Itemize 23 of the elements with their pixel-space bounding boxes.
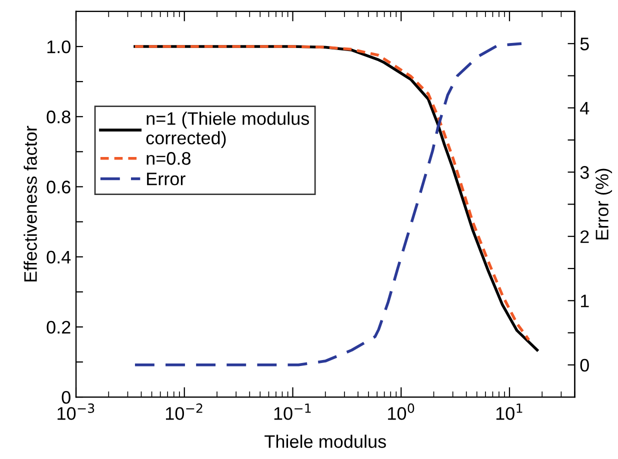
legend-label: n=1 (Thiele modulus corrected) <box>146 112 310 148</box>
x-tick-label: 10$^{0}$ <box>388 403 414 420</box>
legend-label: Error <box>147 172 186 186</box>
x-tick-label: 10$^{−3}$ <box>58 403 94 420</box>
y2-tick-label: 4 <box>580 102 590 114</box>
y-tick-label: 0.4 <box>46 250 71 264</box>
y-tick-label: 1.0 <box>47 40 70 54</box>
x-axis-title: Thiele modulus <box>264 434 386 448</box>
y-tick-label: 0.8 <box>46 110 70 124</box>
y2-tick-label: 5 <box>580 38 589 50</box>
x-tick-label: 10$^{−2}$ <box>166 403 202 420</box>
legend-label: n=0.8 <box>146 152 190 165</box>
x-tick-label: 10$^{1}$ <box>496 404 522 420</box>
y-axis-title: Effectiveness factor <box>24 126 37 282</box>
y2-tick-label: 0 <box>580 358 589 372</box>
y2-tick-label: 1 <box>580 294 589 308</box>
y2-tick-label: 3 <box>580 166 589 179</box>
y-tick-label: 0.2 <box>46 320 70 334</box>
y2-tick-label: 2 <box>580 230 589 243</box>
y-tick-label: 0 <box>62 390 70 404</box>
y2-axis-title: Error (%) <box>595 168 612 240</box>
y-tick-label: 0.6 <box>46 180 70 194</box>
x-tick-label: 10$^{−1}$ <box>274 404 311 420</box>
